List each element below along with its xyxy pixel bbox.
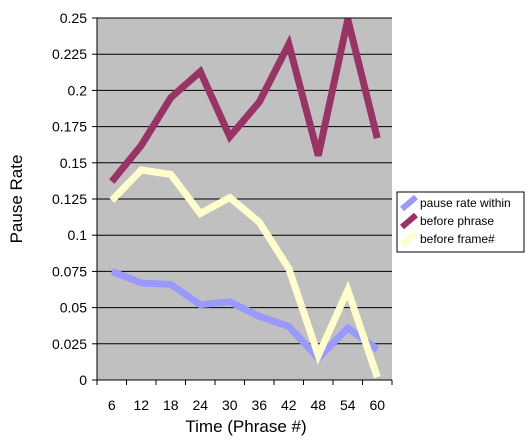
x-tick-label: 12 [133,397,149,413]
y-tick-label: 0.25 [60,10,87,26]
x-axis-ticks: 6 12 18 24 30 36 42 48 54 60 [96,380,393,413]
x-tick-label: 18 [163,397,179,413]
legend-label: pause rate within [420,196,511,210]
y-tick-label: 0.125 [52,191,87,207]
legend: pause rate within before phrase before fra… [396,191,525,253]
x-tick-label: 24 [192,397,208,413]
legend-swatch [400,194,418,212]
y-tick-label: 0.15 [60,155,87,171]
series-line [109,166,381,379]
legend-swatch [400,230,418,248]
y-tick-label: 0.1 [68,227,88,243]
y-tick-label: 0.025 [52,336,87,352]
series-lines [109,18,381,379]
x-tick-label: 30 [222,397,238,413]
legend-label: before phrase [420,214,494,228]
x-tick-label: 60 [369,397,385,413]
y-tick-label: 0.225 [52,46,87,62]
x-tick-label: 6 [108,397,116,413]
series-line [110,268,380,364]
y-axis-ticks: 0 0.025 0.05 0.075 0.1 0.125 0.15 0.175 0.2 0.225… [52,10,97,388]
x-tick-label: 48 [310,397,326,413]
y-tick-label: 0.075 [52,263,87,279]
x-tick-label: 54 [340,397,356,413]
legend-swatch [400,212,418,230]
y-tick-label: 0.2 [68,82,88,98]
y-tick-label: 0 [79,372,87,388]
y-tick-label: 0.05 [60,300,87,316]
x-tick-label: 36 [251,397,267,413]
y-tick-label: 0.175 [52,119,87,135]
legend-box [396,191,525,253]
x-axis-title: Time (Phrase #) [185,417,306,436]
y-axis-title: Pause Rate [7,155,26,244]
legend-label: before frame# [420,232,495,246]
x-tick-label: 42 [281,397,297,413]
series-line [109,18,381,184]
